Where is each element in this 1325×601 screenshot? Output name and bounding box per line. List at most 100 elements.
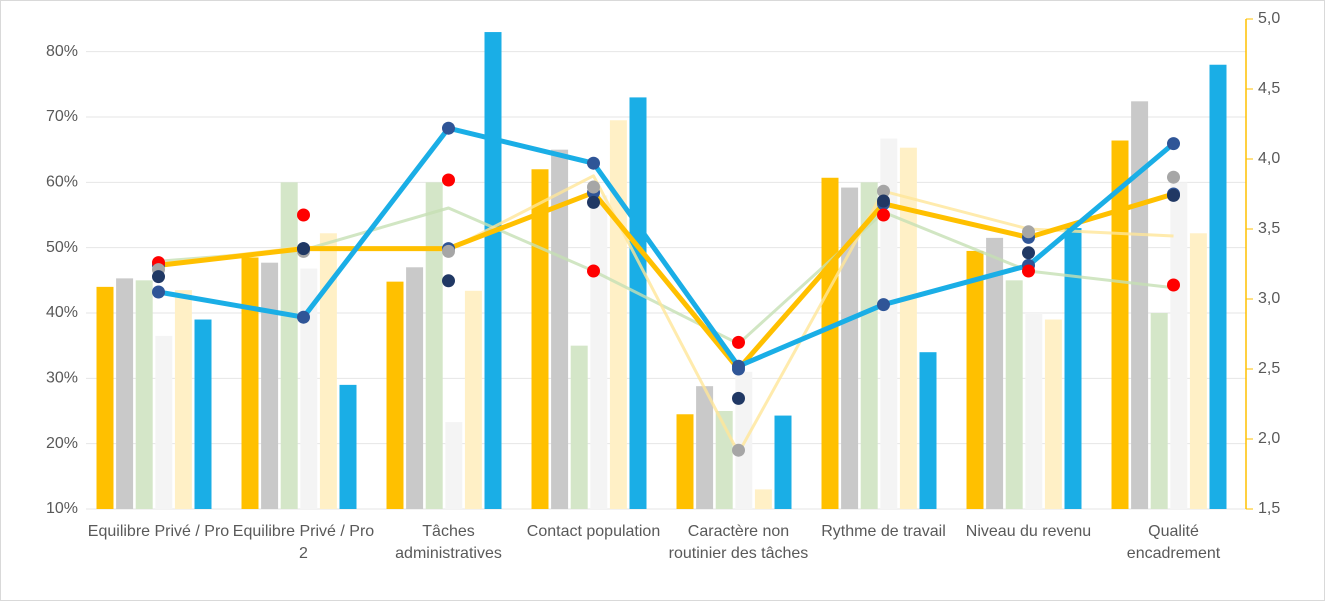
bar	[860, 182, 878, 510]
bar	[484, 32, 502, 510]
bar	[1025, 313, 1043, 509]
bar	[174, 290, 192, 509]
bar	[406, 267, 424, 509]
line-point	[587, 156, 600, 170]
x-tick-label: Equilibre Privé / Pro 2	[232, 523, 375, 562]
bar	[1131, 101, 1149, 509]
bar	[919, 352, 937, 509]
y2-tick-label: 4,5	[1258, 80, 1280, 97]
line	[158, 125, 1176, 369]
x-tick-label: Equilibre Privé / Pro	[87, 523, 230, 540]
bar	[280, 182, 298, 510]
y2-tick-label: 2,0	[1258, 430, 1280, 447]
bar	[1209, 64, 1227, 509]
dot	[877, 194, 890, 208]
dot	[587, 264, 600, 278]
bar	[1170, 182, 1188, 510]
bar	[1150, 313, 1168, 509]
dot	[877, 184, 890, 198]
line-point	[152, 285, 165, 299]
line	[158, 206, 1174, 346]
dot	[442, 274, 455, 288]
bar	[1064, 228, 1082, 510]
y2-tick-label: 4,0	[1258, 150, 1280, 167]
y-tick-label: 70%	[46, 108, 78, 125]
bar	[1005, 280, 1023, 509]
y2-tick-label: 1,5	[1258, 500, 1280, 517]
bar	[590, 195, 608, 509]
y-tick-label: 10%	[46, 500, 78, 517]
y2-tick-label: 5,0	[1258, 10, 1280, 27]
x-tick-label: Qualité encadrement	[1126, 523, 1221, 562]
bar	[966, 250, 984, 509]
dot	[732, 335, 745, 349]
y-tick-label: 40%	[46, 304, 78, 321]
line-point	[297, 310, 310, 324]
bar	[551, 149, 569, 509]
line-point	[877, 298, 890, 312]
dot	[1167, 170, 1180, 184]
bar	[1189, 233, 1207, 509]
bar	[386, 281, 404, 509]
dot	[1022, 225, 1035, 239]
bar	[319, 233, 337, 509]
dot	[152, 270, 165, 284]
bar	[841, 187, 859, 509]
x-tick-label: Caractère non routinier des tâches	[668, 523, 809, 562]
bar	[676, 414, 694, 509]
x-tick-label: Rythme de travail	[821, 523, 946, 540]
dot	[877, 208, 890, 222]
bar	[155, 335, 173, 509]
bar	[821, 177, 839, 509]
x-tick-label: Tâches administratives	[395, 523, 502, 562]
dot	[732, 391, 745, 405]
bar	[880, 138, 898, 509]
bar	[339, 384, 357, 509]
y2-tick-label: 3,0	[1258, 290, 1280, 307]
bar	[629, 97, 647, 510]
dot	[297, 208, 310, 222]
dot	[1022, 264, 1035, 278]
dot	[442, 173, 455, 187]
bar	[531, 169, 549, 509]
line	[158, 190, 1175, 372]
line-point	[1167, 137, 1180, 151]
y-tick-label: 50%	[46, 239, 78, 256]
line-point	[732, 359, 745, 373]
x-tick-label: Contact population	[526, 523, 661, 540]
dot	[1022, 246, 1035, 260]
bar	[899, 147, 917, 509]
bar	[774, 415, 792, 509]
y-tick-label: 30%	[46, 370, 78, 387]
bar	[194, 319, 212, 509]
dot	[1167, 278, 1180, 292]
bar	[241, 257, 259, 509]
bar	[609, 120, 627, 510]
y-tick-label: 20%	[46, 435, 78, 452]
dot	[587, 195, 600, 209]
dot	[732, 443, 745, 457]
bar	[754, 489, 772, 509]
y-tick-label: 60%	[46, 174, 78, 191]
y2-tick-label: 3,5	[1258, 220, 1280, 237]
bar	[464, 290, 482, 509]
bar	[445, 422, 463, 509]
dot	[297, 242, 310, 256]
bar	[116, 278, 134, 509]
bar	[135, 280, 153, 509]
dot	[442, 244, 455, 258]
line-point	[442, 121, 455, 135]
bar	[261, 262, 279, 509]
bar	[300, 268, 318, 509]
bar	[96, 286, 114, 509]
bar	[425, 182, 443, 510]
y-tick-label: 80%	[46, 43, 78, 60]
bar	[570, 345, 588, 509]
bar	[696, 386, 714, 509]
dot	[587, 180, 600, 194]
bar	[1044, 319, 1062, 509]
x-tick-label: Niveau du revenu	[965, 523, 1092, 540]
dot	[1167, 188, 1180, 202]
